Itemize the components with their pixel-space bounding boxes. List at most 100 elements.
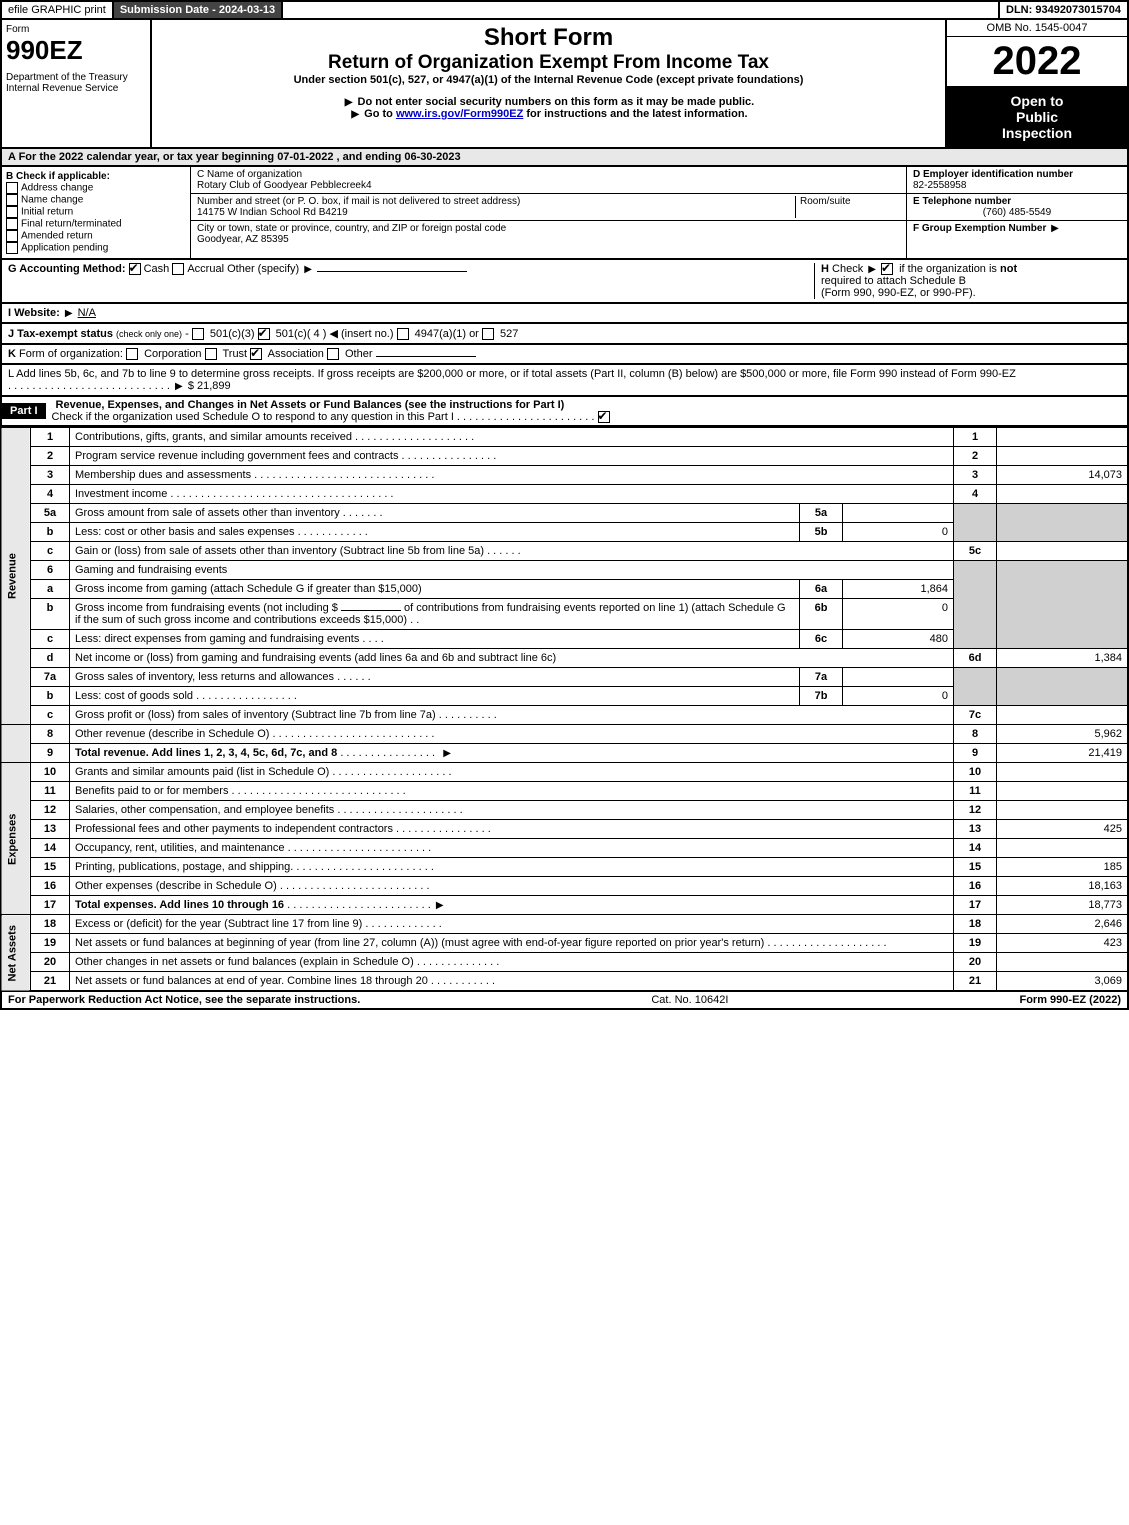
line-box: 19 xyxy=(954,934,997,953)
line-amount xyxy=(997,782,1129,801)
line-amount xyxy=(997,706,1129,725)
line-num: 20 xyxy=(31,953,70,972)
checkbox-accrual[interactable] xyxy=(172,263,184,275)
line-num: 5a xyxy=(31,504,70,523)
side-label-net-assets: Net Assets xyxy=(1,915,31,992)
line-desc: Other changes in net assets or fund bala… xyxy=(70,953,954,972)
sub-amount xyxy=(843,504,954,523)
part-i-label: Part I xyxy=(2,403,46,419)
checkbox-501c3[interactable] xyxy=(192,328,204,340)
open-to-public: Open to Public Inspection xyxy=(947,87,1127,147)
checkbox-association[interactable] xyxy=(250,348,262,360)
website-value: N/A xyxy=(78,307,96,319)
line-desc: Excess or (deficit) for the year (Subtra… xyxy=(70,915,954,934)
dept-treasury: Department of the Treasury xyxy=(6,72,146,83)
line-amount: 1,384 xyxy=(997,649,1129,668)
line-num: 16 xyxy=(31,877,70,896)
checkbox-schedule-o[interactable] xyxy=(598,411,610,423)
arrow-icon xyxy=(434,899,446,911)
side-label-expenses: Expenses xyxy=(1,763,31,915)
arrow-icon xyxy=(866,263,878,275)
col-b-header: B Check if applicable: xyxy=(6,171,186,182)
part-i-table: Revenue 1 Contributions, gifts, grants, … xyxy=(0,427,1129,992)
line-desc: Less: cost of goods sold . . . . . . . .… xyxy=(70,687,800,706)
line-amount xyxy=(997,428,1129,447)
footer: For Paperwork Reduction Act Notice, see … xyxy=(0,992,1129,1010)
city-label: City or town, state or province, country… xyxy=(197,223,506,234)
line-num: 15 xyxy=(31,858,70,877)
street-value: 14175 W Indian School Rd B4219 xyxy=(197,207,348,218)
checkbox-name-change[interactable]: Name change xyxy=(6,194,186,206)
room-label: Room/suite xyxy=(800,196,851,207)
tax-year: 2022 xyxy=(947,37,1127,87)
checkbox-amended artifact-return[interactable]: Amended return xyxy=(6,230,186,242)
line-desc: Other revenue (describe in Schedule O) .… xyxy=(70,725,954,744)
line-box: 10 xyxy=(954,763,997,782)
row-i-website: I Website: N/A xyxy=(0,304,1129,324)
street-label: Number and street (or P. O. box, if mail… xyxy=(197,196,520,207)
part-i-header: Part I Revenue, Expenses, and Changes in… xyxy=(0,397,1129,427)
accounting-method: G Accounting Method: Cash Accrual Other … xyxy=(8,263,814,299)
checkbox-application-pending[interactable]: Application pending xyxy=(6,242,186,254)
checkbox-corporation[interactable] xyxy=(126,348,138,360)
line-box: 1 xyxy=(954,428,997,447)
line-amount: 2,646 xyxy=(997,915,1129,934)
sub-box: 5a xyxy=(800,504,843,523)
line-num: c xyxy=(31,630,70,649)
line-amount: 3,069 xyxy=(997,972,1129,992)
line-desc: Professional fees and other payments to … xyxy=(70,820,954,839)
line-desc: Program service revenue including govern… xyxy=(70,447,954,466)
checkbox-527[interactable] xyxy=(482,328,494,340)
line-amount xyxy=(997,953,1129,972)
arrow-icon xyxy=(302,263,314,275)
header-left: Form 990EZ Department of the Treasury In… xyxy=(2,20,152,147)
schedule-b-check: H Check if the organization is not requi… xyxy=(814,263,1121,299)
line-desc: Gross income from fundraising events (no… xyxy=(70,599,800,630)
sub-box: 7b xyxy=(800,687,843,706)
sub-box: 6c xyxy=(800,630,843,649)
irs-link[interactable]: www.irs.gov/Form990EZ xyxy=(396,108,523,120)
line-amount: 185 xyxy=(997,858,1129,877)
line-num: 12 xyxy=(31,801,70,820)
header-right: OMB No. 1545-0047 2022 Open to Public In… xyxy=(947,20,1127,147)
checkbox-other-org[interactable] xyxy=(327,348,339,360)
line-desc: Net assets or fund balances at beginning… xyxy=(70,934,954,953)
line-desc: Investment income . . . . . . . . . . . … xyxy=(70,485,954,504)
line-desc: Benefits paid to or for members . . . . … xyxy=(70,782,954,801)
checkbox-schedule-b[interactable] xyxy=(881,263,893,275)
line-desc: Gross profit or (loss) from sales of inv… xyxy=(70,706,954,725)
footer-cat-no: Cat. No. 10642I xyxy=(651,994,728,1006)
line-desc: Other expenses (describe in Schedule O) … xyxy=(70,877,954,896)
checkbox-501c[interactable] xyxy=(258,328,270,340)
line-amount xyxy=(997,542,1129,561)
dln: DLN: 93492073015704 xyxy=(998,2,1127,18)
checkbox-final-return[interactable]: Final return/terminated xyxy=(6,218,186,230)
line-num: 21 xyxy=(31,972,70,992)
checkbox-4947[interactable] xyxy=(397,328,409,340)
city-value: Goodyear, AZ 85395 xyxy=(197,234,289,245)
top-bar: efile GRAPHIC print Submission Date - 20… xyxy=(0,0,1129,20)
row-j-tax-exempt: J Tax-exempt status (check only one) - 5… xyxy=(0,324,1129,345)
checkbox-cash[interactable] xyxy=(129,263,141,275)
line-num: 18 xyxy=(31,915,70,934)
col-c-org-info: C Name of organization Rotary Club of Go… xyxy=(191,167,907,258)
row-k-form-org: K Form of organization: Corporation Trus… xyxy=(0,345,1129,365)
efile-print[interactable]: efile GRAPHIC print xyxy=(2,2,114,18)
line-amount: 5,962 xyxy=(997,725,1129,744)
line-desc: Total expenses. Add lines 10 through 16 … xyxy=(70,896,954,915)
checkbox-address-change[interactable]: Address change xyxy=(6,182,186,194)
line-desc: Occupancy, rent, utilities, and maintena… xyxy=(70,839,954,858)
arrow-icon xyxy=(1049,223,1061,234)
line-num: 3 xyxy=(31,466,70,485)
checkbox-trust[interactable] xyxy=(205,348,217,360)
line-num: 17 xyxy=(31,896,70,915)
line-box: 16 xyxy=(954,877,997,896)
line-box: 5c xyxy=(954,542,997,561)
line-desc: Net assets or fund balances at end of ye… xyxy=(70,972,954,992)
line-num: 9 xyxy=(31,744,70,763)
checkbox-initial-return[interactable]: Initial return xyxy=(6,206,186,218)
info-block: B Check if applicable: Address change Na… xyxy=(0,167,1129,260)
sub-amount: 0 xyxy=(843,599,954,630)
line-box: 9 xyxy=(954,744,997,763)
sub-box: 7a xyxy=(800,668,843,687)
